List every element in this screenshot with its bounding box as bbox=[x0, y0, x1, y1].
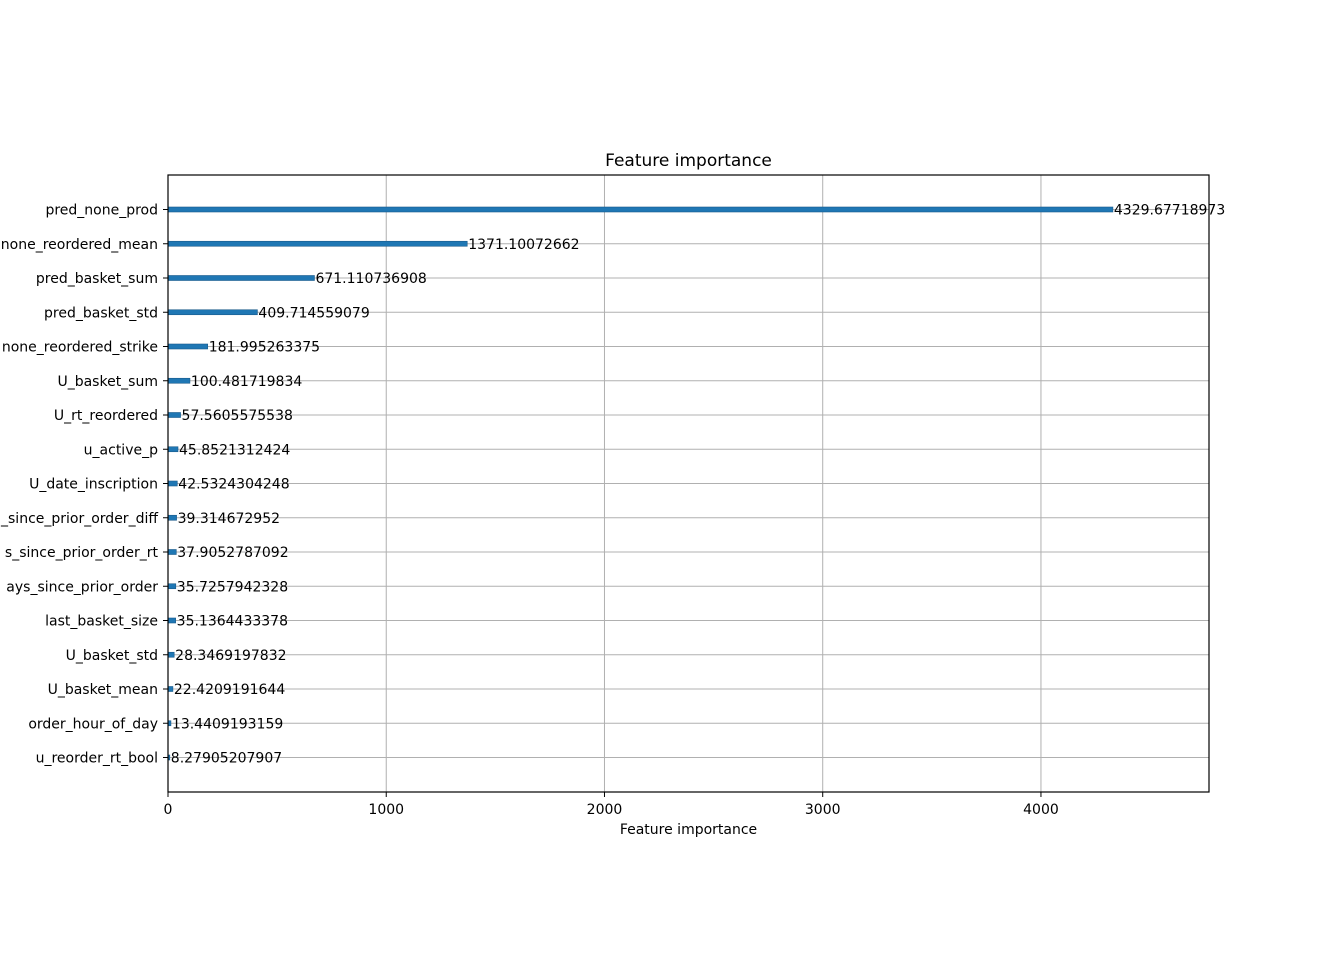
bar bbox=[167, 309, 258, 316]
x-tick-label: 3000 bbox=[805, 802, 841, 818]
bar-value-label: 39.314672952 bbox=[178, 511, 280, 527]
bar bbox=[167, 651, 175, 658]
bar bbox=[167, 514, 177, 521]
bar bbox=[167, 583, 177, 590]
bar-value-label: 37.9052787092 bbox=[177, 545, 288, 561]
bar bbox=[167, 343, 209, 350]
y-tick-label: U_basket_sum bbox=[57, 374, 158, 390]
y-tick-label: order_hour_of_day bbox=[28, 716, 158, 732]
x-tick-label: 0 bbox=[164, 802, 173, 818]
y-tick-label: U_basket_std bbox=[66, 648, 158, 664]
y-tick-label: U_basket_mean bbox=[48, 682, 158, 698]
bar-value-label: 1371.10072662 bbox=[468, 237, 579, 253]
bar-value-label: 181.995263375 bbox=[209, 340, 320, 356]
y-tick-label: none_reordered_strike bbox=[2, 340, 158, 356]
bar-value-label: 22.4209191644 bbox=[174, 682, 285, 698]
y-tick-label: s_since_prior_order_rt bbox=[5, 545, 159, 561]
bar bbox=[167, 206, 1114, 213]
bar bbox=[167, 240, 468, 247]
y-tick-label: none_reordered_mean bbox=[1, 237, 158, 253]
bar bbox=[167, 549, 177, 555]
bar-value-label: 671.110736908 bbox=[315, 271, 426, 287]
bar-value-label: 35.1364433378 bbox=[177, 614, 288, 630]
x-tick-label: 1000 bbox=[368, 802, 404, 818]
bar bbox=[167, 686, 174, 692]
bar-value-label: 409.714559079 bbox=[258, 305, 369, 321]
y-tick-label: u_reorder_rt_bool bbox=[36, 751, 158, 767]
bar-value-label: 8.27905207907 bbox=[171, 751, 282, 767]
bar-value-label: 4329.67718973 bbox=[1114, 203, 1225, 219]
y-tick-label: ays_since_prior_order bbox=[6, 579, 158, 595]
y-tick-label: last_basket_size bbox=[45, 614, 158, 630]
y-tick-label: _since_prior_order_diff bbox=[0, 511, 158, 527]
bar-value-label: 13.4409193159 bbox=[172, 716, 283, 732]
chart-title: Feature importance bbox=[605, 151, 772, 171]
bar-value-label: 28.3469197832 bbox=[175, 648, 286, 664]
bar-value-label: 100.481719834 bbox=[191, 374, 302, 390]
x-axis-label: Feature importance bbox=[620, 822, 757, 838]
bar-value-label: 42.5324304248 bbox=[178, 477, 289, 493]
y-tick-label: U_rt_reordered bbox=[54, 408, 158, 424]
bar-value-label: 57.5605575538 bbox=[182, 408, 293, 424]
bar bbox=[167, 480, 178, 487]
bar bbox=[167, 617, 176, 624]
y-axis: pred_none_prod none_reordered_mean pred_ba… bbox=[0, 203, 168, 767]
bar bbox=[167, 412, 181, 418]
y-tick-label: pred_none_prod bbox=[45, 203, 158, 219]
y-tick-label: u_active_p bbox=[84, 442, 158, 458]
x-axis: 0 1000 2000 3000 4000 bbox=[164, 792, 1059, 818]
bar bbox=[167, 275, 315, 281]
value-labels: 4329.67718973 1371.10072662 671.110736908 4… bbox=[171, 203, 1225, 767]
y-tick-label: U_date_inscription bbox=[29, 477, 158, 493]
x-tick-label: 4000 bbox=[1023, 802, 1059, 818]
y-tick-label: pred_basket_sum bbox=[36, 271, 158, 287]
x-tick-label: 2000 bbox=[587, 802, 623, 818]
bar bbox=[167, 377, 191, 384]
bar bbox=[167, 446, 179, 453]
y-tick-label: pred_basket_std bbox=[44, 305, 158, 321]
bar-value-label: 45.8521312424 bbox=[179, 442, 290, 458]
bar-value-label: 35.7257942328 bbox=[177, 579, 288, 595]
